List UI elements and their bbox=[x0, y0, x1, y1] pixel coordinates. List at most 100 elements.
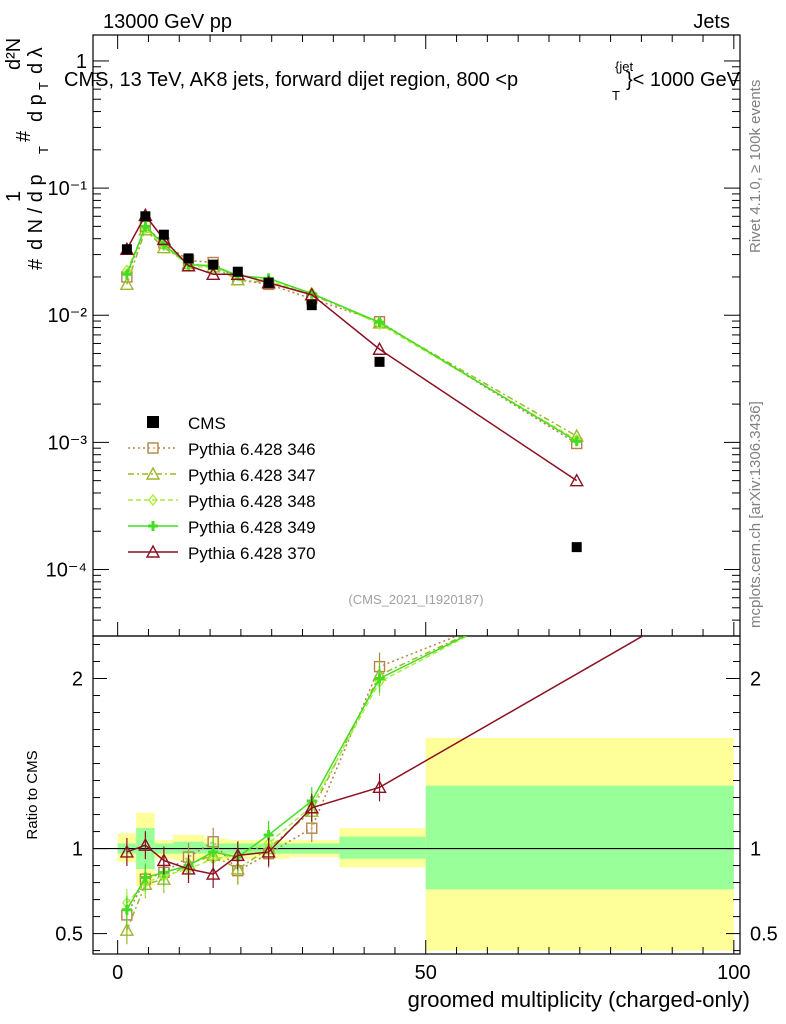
ratio-point-p370-4 bbox=[205, 866, 221, 880]
ratio-point-p349-0 bbox=[121, 904, 132, 915]
legend-marker-p370 bbox=[145, 544, 161, 558]
legend-label-data: CMS bbox=[188, 414, 226, 433]
header-right: Jets bbox=[693, 11, 730, 33]
ratio-ytick-label-right-2: 2 bbox=[750, 669, 761, 691]
ratio-xtick-label-0: 0 bbox=[112, 962, 123, 984]
data-point-9 bbox=[571, 542, 582, 553]
main-line-p348 bbox=[126, 227, 578, 441]
ratio-point-p347-0 bbox=[119, 922, 135, 936]
ratio-point-p370-8 bbox=[372, 779, 387, 794]
ratio-point-p370-0 bbox=[119, 844, 135, 858]
data-point-6 bbox=[263, 277, 274, 288]
main-ytick-label-4: 1 bbox=[76, 51, 87, 73]
ratio-plot-frame bbox=[92, 635, 741, 955]
ratio-line-p349 bbox=[126, 636, 468, 911]
header-left: 13000 GeV pp bbox=[103, 11, 232, 33]
main-line-p370 bbox=[126, 214, 578, 482]
main-point-p370-3 bbox=[181, 258, 196, 272]
ylabel-part-5: d²N bbox=[3, 38, 25, 70]
ratio-point-p370-6 bbox=[261, 844, 276, 858]
ratio-point-p349-4 bbox=[208, 846, 219, 857]
ylabel-part-2: d N / d p bbox=[25, 174, 47, 250]
ratio-series-group bbox=[119, 636, 645, 945]
ratio-series-clipped bbox=[119, 636, 645, 945]
plot-title-tail: }< 1000 GeV bbox=[626, 69, 741, 91]
data-point-1 bbox=[140, 211, 151, 222]
main-point-p370-8 bbox=[372, 341, 387, 355]
main-series-group bbox=[119, 207, 584, 553]
ratio-uncertainty-bands bbox=[93, 738, 740, 951]
ratio-ytick-label-left-0: 0.5 bbox=[55, 924, 83, 946]
main-line-p346 bbox=[126, 225, 578, 445]
main-point-p349-0 bbox=[121, 269, 132, 280]
legend-label-p348: Pythia 6.428 348 bbox=[188, 492, 316, 511]
legend-marker-p348 bbox=[148, 493, 158, 507]
main-ytick-label-3: 10⁻¹ bbox=[48, 178, 88, 200]
x-axis-label: groomed multiplicity (charged-only) bbox=[408, 987, 750, 1012]
ratio-point-p370-5 bbox=[230, 847, 245, 862]
ylabel-part-4: # bbox=[13, 130, 35, 142]
ratio-line-p370 bbox=[126, 636, 645, 875]
ratio-point-p349-8 bbox=[374, 673, 385, 684]
ylabel-part-6: d p bbox=[25, 94, 47, 122]
main-line-p349 bbox=[126, 225, 578, 442]
data-point-7 bbox=[306, 300, 317, 311]
ratio-xtick-label-1: 50 bbox=[415, 962, 437, 984]
legend-label-p349: Pythia 6.428 349 bbox=[188, 518, 316, 537]
plot-title-sub: T bbox=[612, 88, 620, 103]
main-point-p370-9 bbox=[569, 473, 584, 487]
ylabel-part-3: T bbox=[36, 146, 51, 154]
main-line-p347 bbox=[126, 228, 578, 437]
data-point-3 bbox=[183, 253, 194, 264]
ratio-line-p346 bbox=[126, 636, 459, 916]
band-green-9 bbox=[425, 785, 734, 890]
rivet-label: Rivet 4.1.0, ≥ 100k events bbox=[747, 80, 764, 253]
main-ytick-label-2: 10⁻² bbox=[48, 305, 88, 327]
plot-title-main: CMS, 13 TeV, AK8 jets, forward dijet reg… bbox=[64, 69, 518, 91]
legend-marker-data bbox=[147, 416, 159, 428]
ylabel-part-7: T bbox=[36, 82, 51, 90]
main-axis-ticks: 10⁻⁴ 10⁻³ 10⁻² 10⁻¹ 1 bbox=[46, 35, 740, 637]
legend-label-p346: Pythia 6.428 346 bbox=[188, 440, 316, 459]
main-point-p349-8 bbox=[374, 317, 385, 328]
analysis-id: (CMS_2021_I1920187) bbox=[348, 592, 483, 607]
main-point-p370-4 bbox=[205, 266, 221, 280]
main-ytick-label-1: 10⁻³ bbox=[48, 432, 88, 454]
data-point-8 bbox=[374, 356, 385, 367]
ratio-ytick-label-left-1: 1 bbox=[72, 839, 83, 861]
ratio-ytick-label-right-0: 0.5 bbox=[750, 924, 778, 946]
ratio-point-p347-5 bbox=[230, 861, 245, 875]
ylabel-part-0: # bbox=[25, 258, 47, 270]
ratio-point-p370-2 bbox=[156, 853, 172, 867]
legend-label-p347: Pythia 6.428 347 bbox=[188, 466, 316, 485]
legend-label-p370: Pythia 6.428 370 bbox=[188, 544, 316, 563]
data-point-2 bbox=[158, 229, 169, 240]
legend-marker-p346 bbox=[147, 442, 159, 454]
ratio-point-p370-3 bbox=[181, 861, 196, 875]
plot-title-sup: {jet bbox=[615, 59, 633, 74]
data-point-0 bbox=[121, 244, 132, 255]
mcplots-label: mcplots.cern.ch [arXiv:1306.3436] bbox=[747, 401, 764, 628]
ratio-point-p349-1 bbox=[140, 872, 151, 883]
main-point-p349-1 bbox=[140, 221, 151, 232]
legend-marker-p349 bbox=[148, 521, 158, 531]
ratio-point-p370-1 bbox=[138, 837, 153, 851]
ylabel-part-8: d λ bbox=[25, 47, 47, 74]
main-ytick-label-0: 10⁻⁴ bbox=[46, 560, 87, 582]
data-point-5 bbox=[232, 266, 243, 277]
main-point-p370-7 bbox=[304, 287, 319, 301]
main-y-label: # 1 d N / d p T # d²N d p T d λ bbox=[3, 38, 51, 270]
legend: CMS Pythia 6.428 346 Pythia 6.428 347 Pythi… bbox=[128, 414, 316, 563]
ratio-xtick-label-2: 100 bbox=[717, 962, 750, 984]
ratio-y-label: Ratio to CMS bbox=[24, 750, 41, 839]
ratio-ytick-label-right-1: 1 bbox=[750, 839, 761, 861]
band-green-8 bbox=[339, 836, 426, 859]
main-point-p349-9 bbox=[571, 436, 582, 447]
legend-marker-p347 bbox=[145, 466, 161, 480]
data-point-4 bbox=[208, 259, 219, 270]
ratio-axis-ticks: 0 50 1000.5 0.51 12 2 bbox=[55, 644, 778, 984]
ylabel-part-1: 1 bbox=[3, 191, 25, 202]
ratio-line-p347 bbox=[126, 636, 466, 931]
plot-title: CMS, 13 TeV, AK8 jets, forward dijet reg… bbox=[64, 69, 518, 91]
